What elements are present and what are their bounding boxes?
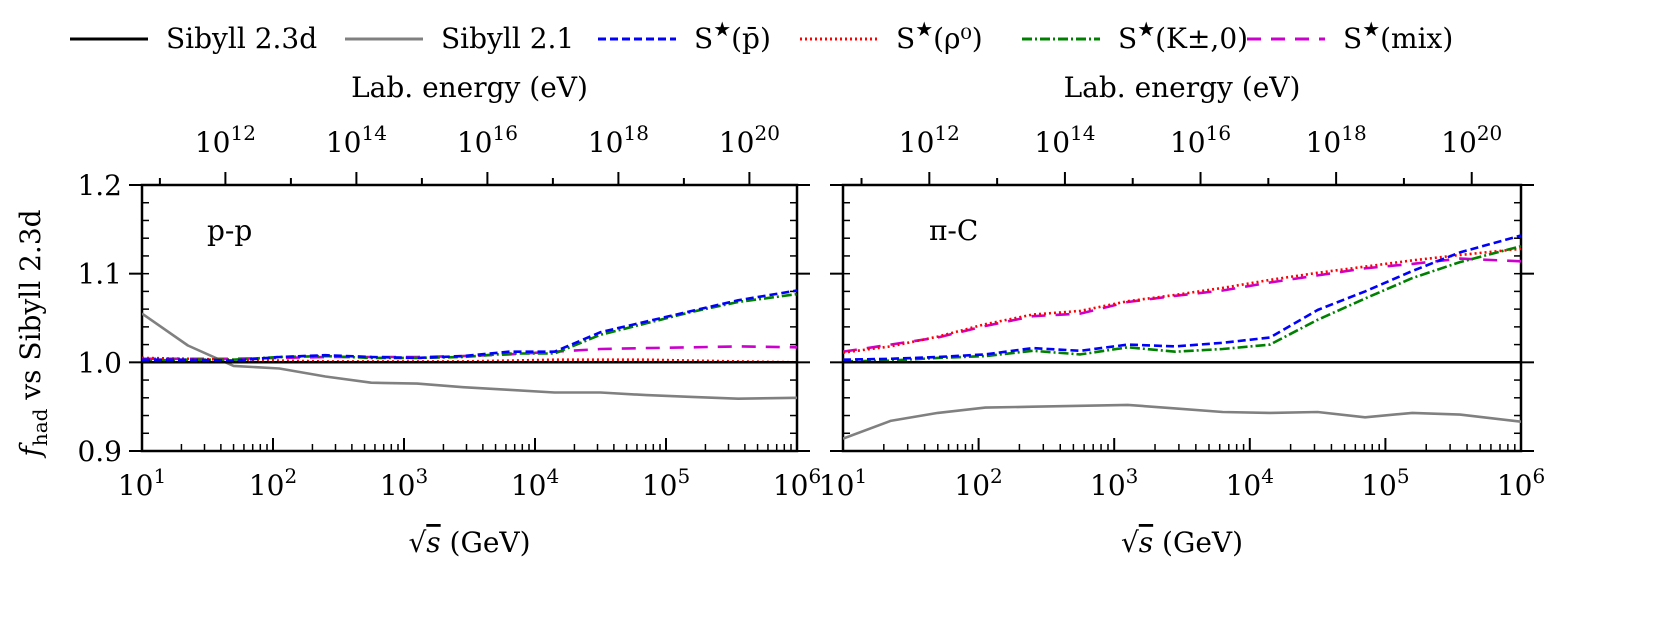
top-tick-label: 1016: [1170, 121, 1231, 159]
y-tick-label: 0.9: [77, 435, 122, 468]
x-tick-label: 103: [380, 464, 428, 502]
top-tick-label: 1012: [899, 121, 960, 159]
x-tick-label: 101: [819, 464, 867, 502]
plot-frame: [140, 183, 799, 453]
x-axis-label: √s (GeV): [1121, 526, 1243, 559]
series-group: [843, 234, 1521, 440]
top-tick-label: 1018: [1306, 121, 1367, 159]
series-line-rho: [843, 247, 1521, 354]
chart-panel-pp: 101 102 103 104 105 106 1012 1014 1016 1018 1020 0.…: [77, 71, 821, 559]
top-axis-label: Lab. energy (eV): [351, 71, 588, 104]
chart-panel-pic: 101 102 103 104 105 106 1012 1014 1016 1018 1020 π-…: [819, 71, 1545, 559]
series-group: [142, 289, 797, 401]
x-tick-label: 102: [954, 464, 1002, 502]
legend-label-kaon: S★(K±,0): [1118, 17, 1248, 55]
x-tick-label: 104: [511, 464, 559, 502]
top-tick-label: 1016: [457, 121, 518, 159]
panel-label: p-p: [207, 214, 252, 247]
top-tick-label: 1014: [1034, 121, 1095, 159]
x-tick-label: 103: [1090, 464, 1138, 502]
series-line-kaon: [142, 292, 797, 362]
series-line-sib21: [142, 312, 797, 401]
top-tick-label: 1020: [719, 121, 780, 159]
top-tick-label: 1014: [326, 121, 387, 159]
legend-label-mix: S★(mix): [1343, 17, 1453, 55]
x-tick-label: 105: [642, 464, 690, 502]
x-tick-label: 105: [1361, 464, 1409, 502]
plot-frame: [841, 183, 1523, 453]
series-line-sib21: [843, 403, 1521, 440]
y-tick-label: 1.0: [77, 346, 122, 379]
x-tick-label: 106: [1497, 464, 1545, 502]
top-tick-label: 1012: [195, 121, 256, 159]
series-line-pbar: [142, 289, 797, 362]
legend-label-rho: S★(ρ⁰): [896, 17, 983, 55]
x-tick-label: 106: [773, 464, 821, 502]
legend-label-sib21: Sibyll 2.1: [441, 22, 574, 55]
x-tick-label: 104: [1226, 464, 1274, 502]
legend-label-sib23d: Sibyll 2.3d: [166, 22, 317, 55]
panel-label: π-C: [929, 214, 978, 247]
series-line-mix: [843, 257, 1521, 353]
series-line-pbar: [843, 234, 1521, 361]
x-tick-label: 102: [249, 464, 297, 502]
top-tick-label: 1018: [588, 121, 649, 159]
y-tick-label: 1.1: [77, 258, 122, 291]
y-tick-label: 1.2: [77, 169, 122, 202]
legend: Sibyll 2.3d Sibyll 2.1 S★(p̄) S★(ρ⁰) S★(K±,0…: [70, 17, 1453, 55]
legend-label-pbar: S★(p̄): [694, 17, 771, 55]
x-axis-label: √s (GeV): [408, 526, 530, 559]
x-tick-label: 101: [118, 464, 166, 502]
series-line-mix: [142, 345, 797, 361]
top-tick-label: 1020: [1441, 121, 1502, 159]
y-axis-label: fhad vs Sibyll 2.3d: [14, 209, 52, 458]
top-axis-label: Lab. energy (eV): [1064, 71, 1301, 104]
